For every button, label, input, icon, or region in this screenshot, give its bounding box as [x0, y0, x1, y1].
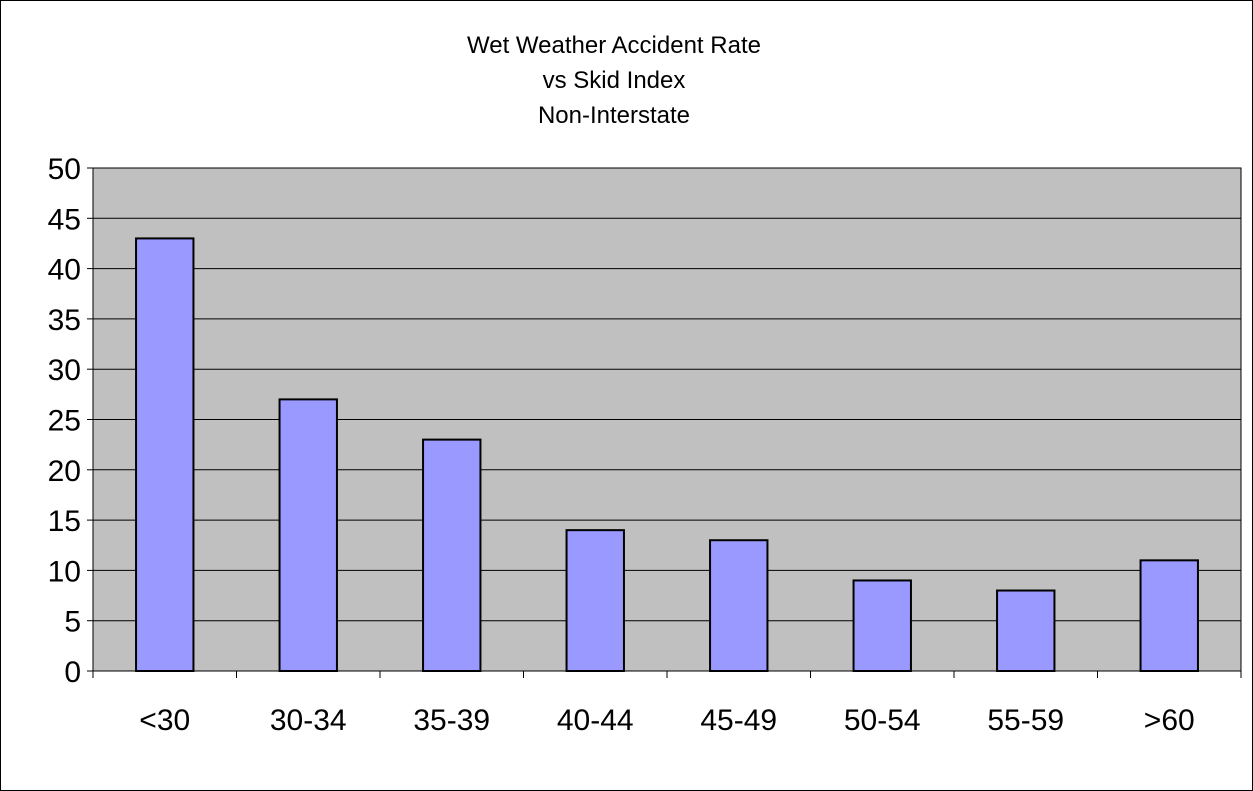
bar: [135, 237, 195, 672]
bar: [422, 438, 482, 672]
x-tick-label: 40-44: [557, 704, 634, 737]
x-tick-label: <30: [139, 704, 190, 737]
x-tick-label: >60: [1144, 704, 1195, 737]
y-tick-label: 20: [48, 455, 81, 488]
chart-title-line-2: vs Skid Index: [543, 67, 686, 94]
x-tick-label: 30-34: [270, 704, 347, 737]
bar: [996, 589, 1056, 673]
y-tick-label: 35: [48, 304, 81, 337]
bar: [852, 579, 912, 673]
y-tick-label: 30: [48, 354, 81, 387]
x-tick-label: 55-59: [987, 704, 1064, 737]
y-tick-label: 10: [48, 555, 81, 588]
chart-title-line-3: Non-Interstate: [538, 102, 690, 129]
plot-area: 0 5 10 15 20 25 30 35 40 45 50 <30 30-34 35-39 40-44 45…: [48, 153, 1242, 737]
y-tick-label: 50: [48, 153, 81, 186]
bar: [565, 529, 625, 672]
chart-title: Wet Weather Accident Rate vs Skid Index …: [467, 32, 761, 129]
bar: [1139, 559, 1199, 673]
y-tick-label: 45: [48, 203, 81, 236]
y-tick-label: 15: [48, 505, 81, 538]
bar: [278, 398, 338, 672]
x-tick-label: 35-39: [413, 704, 490, 737]
x-tick-label: 45-49: [700, 704, 777, 737]
y-tick-label: 5: [64, 606, 81, 639]
y-tick-label: 25: [48, 405, 81, 438]
chart-title-line-1: Wet Weather Accident Rate: [467, 32, 761, 59]
x-tick-label: 50-54: [844, 704, 921, 737]
bar: [709, 539, 769, 672]
y-tick-label: 40: [48, 254, 81, 287]
y-tick-label: 0: [64, 656, 81, 689]
